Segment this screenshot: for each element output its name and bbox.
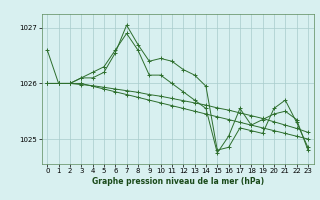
X-axis label: Graphe pression niveau de la mer (hPa): Graphe pression niveau de la mer (hPa)	[92, 177, 264, 186]
